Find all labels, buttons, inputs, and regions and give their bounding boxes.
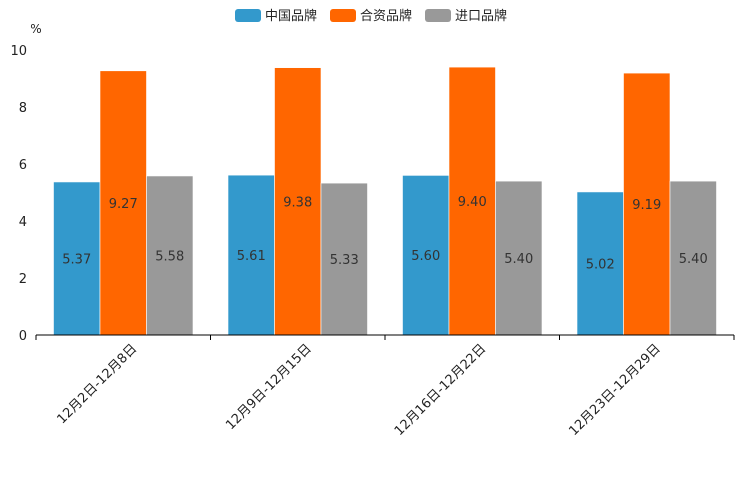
- bar: [576, 191, 624, 336]
- bar-value-label: 5.61: [237, 249, 266, 264]
- bar-value-label: 9.40: [458, 195, 487, 210]
- legend-swatch: [235, 9, 261, 22]
- legend: 中国品牌 合资品牌 进口品牌: [235, 8, 507, 24]
- bar-value-label: 9.19: [632, 198, 661, 213]
- y-tick-label: 10: [10, 44, 27, 59]
- bar: [99, 70, 147, 336]
- x-tick-label: 12月9日-12月15日: [223, 341, 315, 433]
- legend-label: 进口品牌: [455, 8, 507, 24]
- y-tick-label: 0: [19, 329, 27, 344]
- legend-swatch: [330, 9, 356, 22]
- bar: [320, 182, 368, 336]
- bar: [448, 66, 496, 336]
- bar: [669, 180, 717, 336]
- y-tick-label: 4: [19, 215, 27, 230]
- legend-swatch: [425, 9, 451, 22]
- bar: [53, 181, 101, 336]
- bar-value-label: 5.33: [330, 253, 359, 268]
- bar-value-label: 5.40: [679, 252, 708, 267]
- bar: [227, 174, 275, 336]
- bar-value-label: 9.38: [283, 195, 312, 210]
- bars: 5.37 9.27 5.58 5.61 9.38 5.33 5.60 9.40 5.40 5.02…: [53, 66, 717, 336]
- y-tick-label: 8: [19, 101, 27, 116]
- bar-value-label: 5.58: [155, 249, 184, 264]
- legend-label: 合资品牌: [360, 8, 412, 24]
- legend-label: 中国品牌: [265, 8, 317, 24]
- bar-value-label: 5.37: [62, 252, 91, 267]
- bar-value-label: 9.27: [109, 197, 138, 212]
- bar-value-label: 5.60: [411, 249, 440, 264]
- y-axis-unit-label: %: [30, 22, 41, 36]
- y-tick-label: 6: [19, 158, 27, 173]
- x-tick-label: 12月23日-12月29日: [566, 341, 663, 438]
- x-axis: 12月2日-12月8日 12月9日-12月15日 12月16日-12月22日 12月2…: [35, 334, 735, 439]
- bar-value-label: 5.02: [586, 257, 615, 272]
- bar-value-label: 5.40: [504, 252, 533, 267]
- x-tick-label: 12月2日-12月8日: [55, 341, 141, 427]
- bar: [274, 67, 322, 336]
- y-axis: 0 2 4 6 8 10: [10, 44, 27, 344]
- bar: [146, 175, 194, 336]
- y-tick-label: 2: [19, 272, 27, 287]
- x-tick-label: 12月16日-12月22日: [392, 341, 489, 438]
